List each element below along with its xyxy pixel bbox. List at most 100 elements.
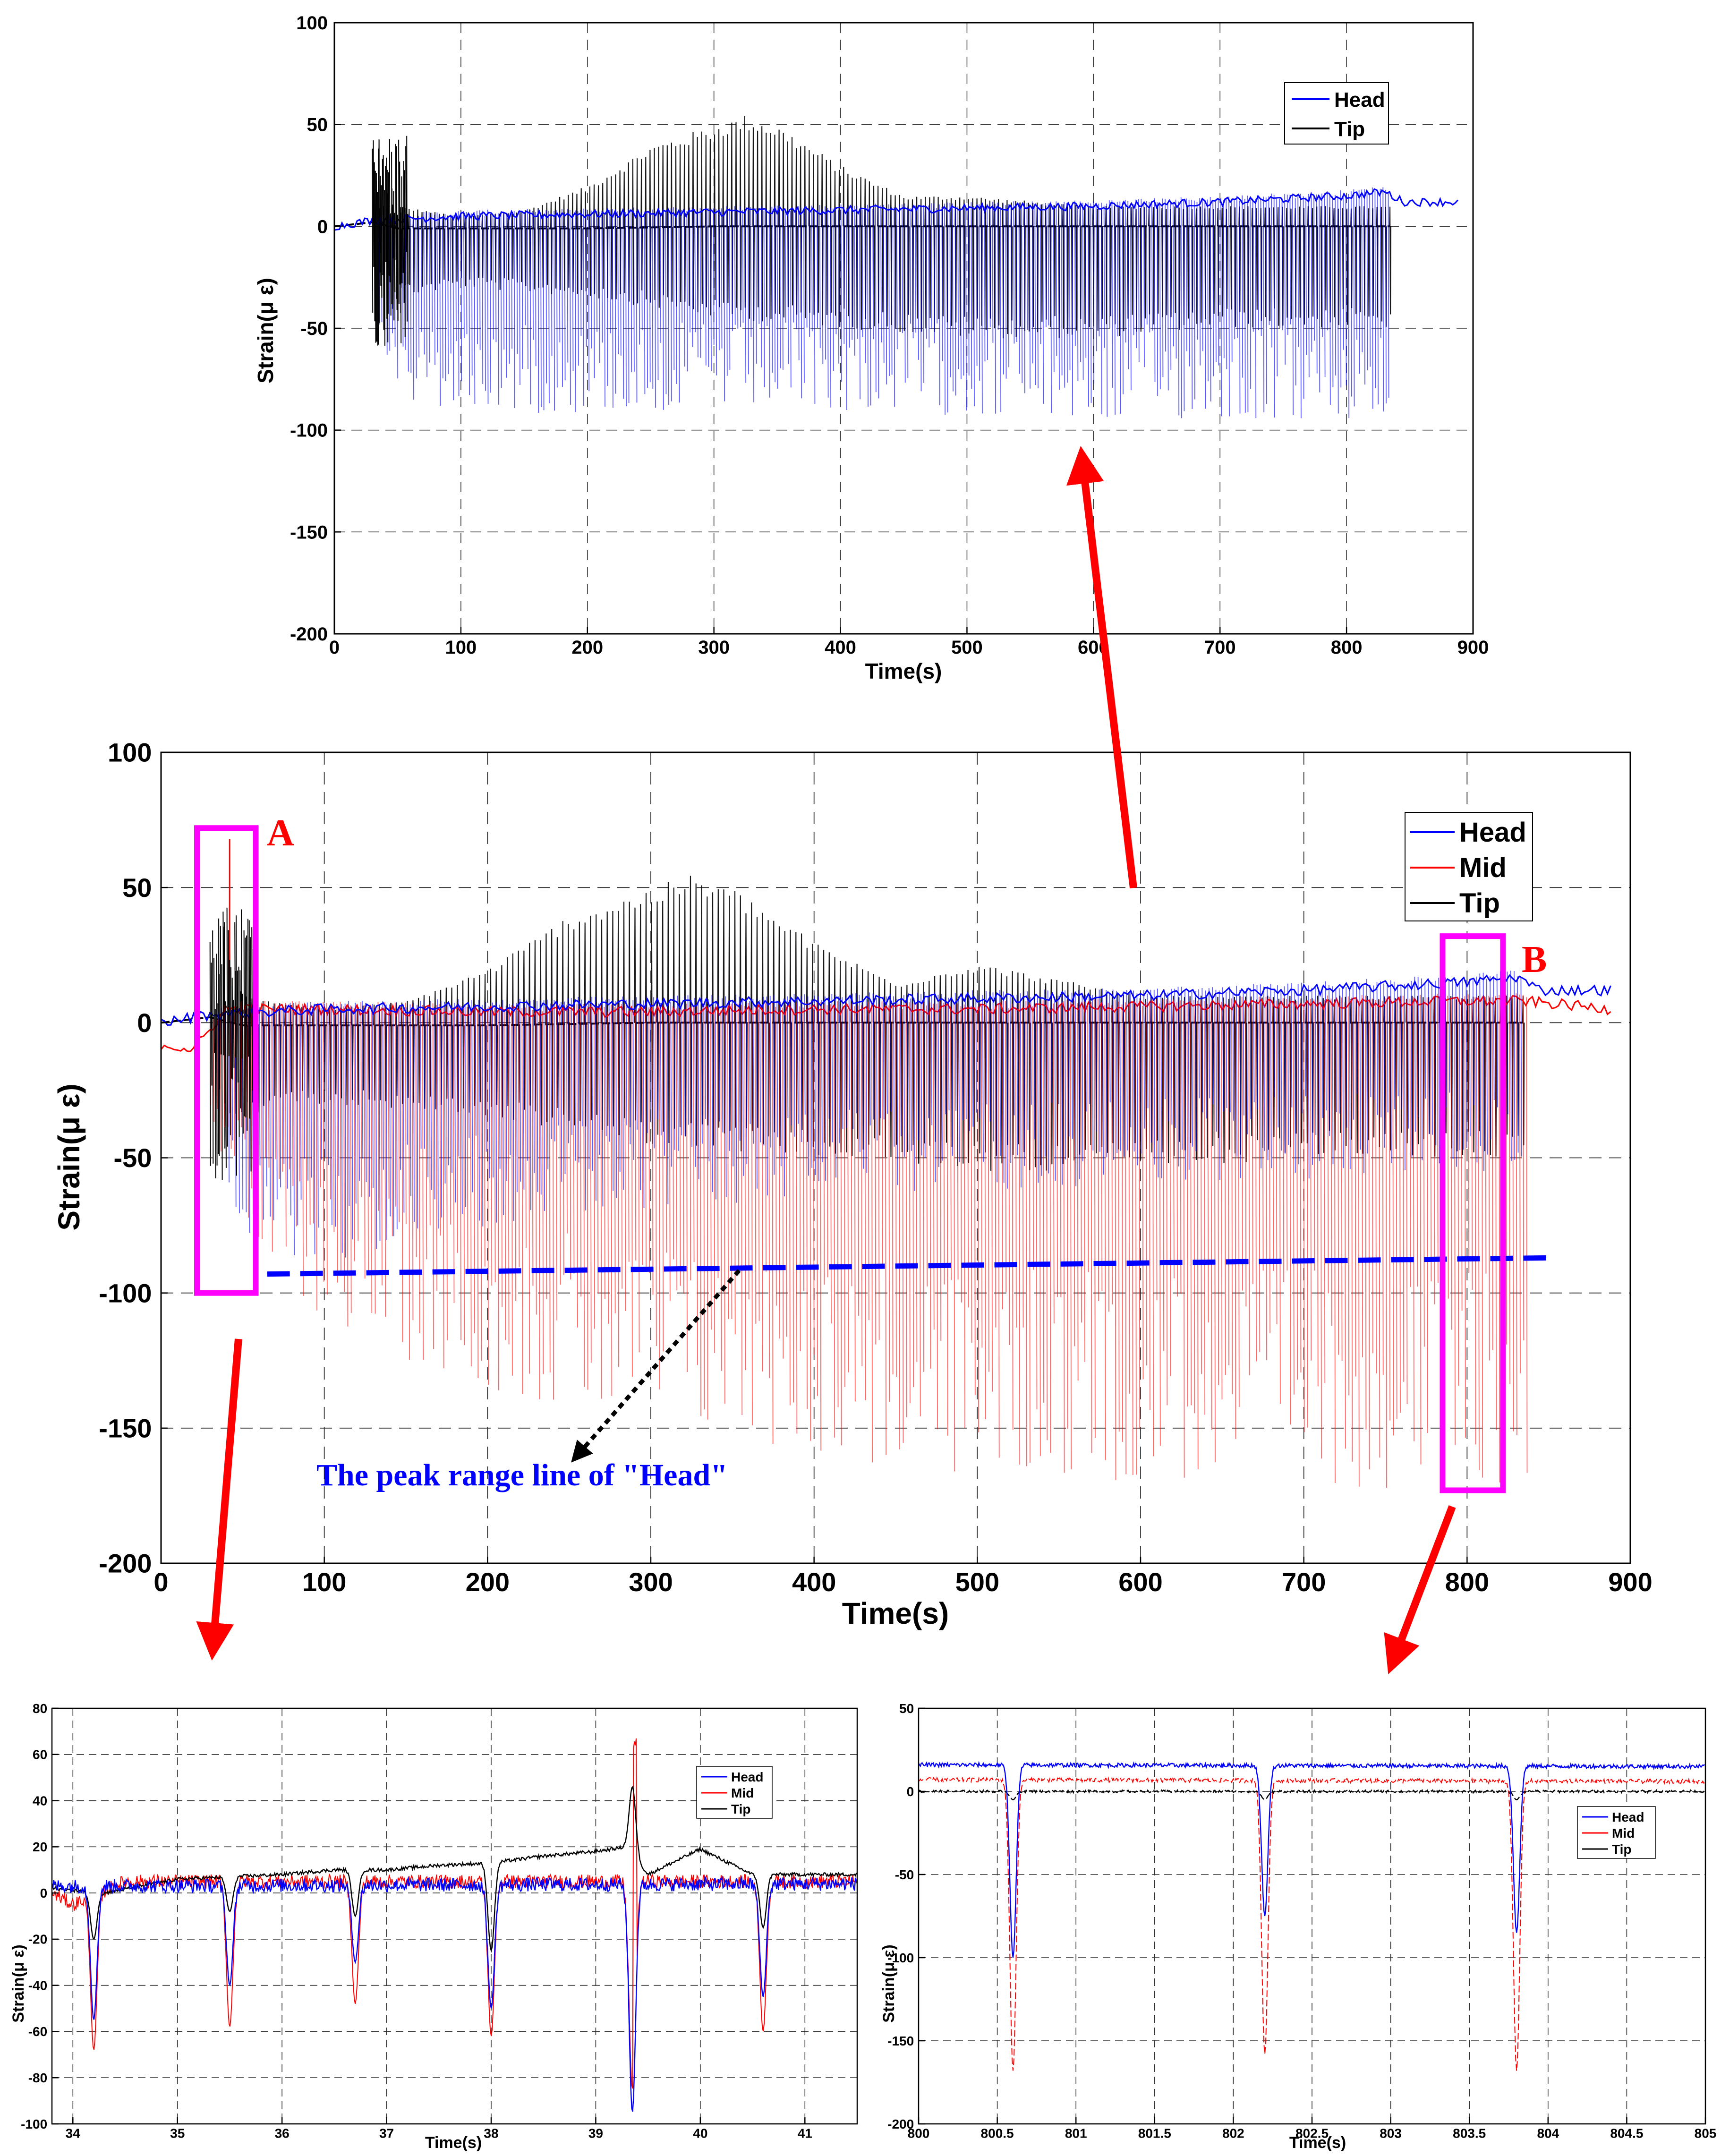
zoom-a-chart-ytick-label: -60 [28, 2024, 47, 2039]
zoom-b-chart-xtick-label: 803.5 [1453, 2126, 1486, 2140]
main-chart-mid-baseline [160, 995, 1611, 1052]
zoom-b-chart-ytick-label: -100 [887, 1951, 914, 1965]
zoom-b-chart-ytick-label: -50 [895, 1867, 914, 1882]
main-chart-xtick-label: 800 [1445, 1567, 1489, 1597]
zoom-b-chart-mid-line [918, 1776, 1705, 2071]
zoom-a-chart-legend-head: Head [731, 1770, 763, 1784]
zoom-a-chart-head-line [51, 1875, 858, 2112]
zoom-a-chart-xlabel: Time(s) [425, 2134, 482, 2152]
top-chart: 0 100 200 300 400 500 600 700 800 900-200-150-100… [253, 13, 1489, 683]
zoom-a-chart-xtick-label: 40 [693, 2126, 707, 2140]
zoom-a-chart-xtick-label: 39 [588, 2126, 603, 2140]
zoom-a-chart-xtick-label: 38 [484, 2126, 498, 2140]
zoom-a-chart: 34 35 36 37 38 39 40 41 -100 -80 -60 -40 -20 0 20 40 60 8… [9, 1701, 858, 2152]
top-chart-ylabel: Strain(μ ε) [253, 278, 278, 383]
top-chart-legend-box [1284, 82, 1389, 145]
main-chart-ytick-label: 0 [137, 1008, 152, 1038]
main-chart-early-transient [209, 907, 257, 1180]
zoom-b-chart-xtick-label: 805 [1695, 2126, 1717, 2140]
top-chart-series [334, 116, 1458, 418]
main-chart-overlay [194, 825, 1549, 1493]
zoom-b-chart-xtick-label: 800.5 [981, 2126, 1014, 2140]
zoom-b-chart-legend-head: Head [1612, 1810, 1644, 1824]
main-chart-xtick-label: 600 [1118, 1567, 1162, 1597]
main-chart-ytick-label: -100 [99, 1278, 152, 1308]
arrow-to-zoom-b [1384, 1505, 1456, 1674]
zoom-b-chart-xtick-label: 804 [1537, 2126, 1559, 2140]
top-chart-ytick-label: -150 [290, 522, 328, 543]
zoom-b-chart: 800 800.5 801 801.5 802 802.5 803 803.5 804 804.5… [880, 1701, 1716, 2152]
zoom-a-chart-frame [51, 1707, 858, 2125]
zoom-a-chart-ytick-label: 0 [40, 1886, 48, 1900]
top-chart-head-baseline [334, 188, 1458, 231]
zoom-b-chart-legend: Head Mid Tip [1577, 1806, 1656, 1859]
main-chart-ytick-label: 50 [122, 873, 152, 903]
zoom-a-chart-xtick-label: 34 [66, 2126, 81, 2140]
main-chart-xtick-label: 700 [1282, 1567, 1326, 1597]
top-chart-xtick-label: 300 [698, 637, 730, 658]
zoom-b-chart-tip-line [918, 1789, 1705, 1800]
main-chart-xtick-label: 200 [466, 1567, 510, 1597]
main-chart-series [160, 839, 1611, 1488]
peak-range-line [267, 1255, 1549, 1277]
zoom-a-chart-xtick-label: 35 [170, 2126, 185, 2140]
zoom-a-chart-xtick-label: 41 [798, 2126, 812, 2140]
top-chart-xtick-label: 0 [329, 637, 340, 658]
main-chart-ticks: 0 100 200 300 400 500 600 700 800 900-200-150-100… [99, 738, 1652, 1597]
zoom-a-chart-legend-tip: Tip [731, 1802, 750, 1816]
main-chart-ytick-label: -50 [113, 1143, 152, 1173]
top-chart-xtick-label: 400 [825, 637, 856, 658]
main-chart-legend: Head Mid Tip [1405, 812, 1533, 921]
zoom-b-chart-head-line [918, 1761, 1705, 1958]
zoom-a-chart-ytick-label: -20 [28, 1932, 47, 1947]
zoom-a-chart-ytick-label: 80 [33, 1701, 47, 1716]
zoom-b-chart-xtick-label: 804.5 [1610, 2126, 1643, 2140]
top-chart-xtick-label: 200 [571, 637, 603, 658]
zoom-a-chart-series [51, 1738, 858, 2112]
zoom-a-chart-ytick-label: 20 [33, 1840, 47, 1854]
zoom-b-chart-legend-mid: Mid [1612, 1826, 1635, 1841]
top-chart-ytick-label: 100 [296, 13, 328, 34]
zoom-a-chart-ytick-label: 60 [33, 1747, 47, 1762]
zoom-a-chart-ytick-label: -40 [28, 1978, 47, 1993]
main-chart-ytick-label: -150 [99, 1413, 152, 1443]
zoom-b-chart-legend-tip: Tip [1612, 1842, 1631, 1857]
top-chart-head-spikes [378, 187, 1389, 418]
main-chart-ytick-label: 100 [108, 738, 152, 767]
main-chart-xtick-label: 100 [302, 1567, 346, 1597]
zoom-b-chart-ytick-label: 0 [907, 1784, 914, 1799]
zoom-a-chart-legend-mid: Mid [731, 1786, 754, 1800]
zoom-a-chart-ticks: 34 35 36 37 38 39 40 41 -100 -80 -60 -40 -20 0 20 40 60 8… [21, 1701, 812, 2141]
zoom-b-chart-ytick-label: -150 [887, 2034, 914, 2048]
zoom-b-chart-xlabel: Time(s) [1289, 2134, 1346, 2152]
zoom-b-chart-xtick-label: 802 [1222, 2126, 1244, 2140]
main-chart: 0 100 200 300 400 500 600 700 800 900-200-150-100… [52, 738, 1653, 1630]
zoom-b-chart-ylabel: Strain(μ ε) [880, 1944, 898, 2022]
zoom-b-chart-xtick-label: 802.5 [1295, 2126, 1329, 2140]
main-chart-head-spikes [218, 971, 1522, 1258]
main-chart-xtick-label: 900 [1608, 1567, 1652, 1597]
main-chart-xtick-label: 0 [153, 1567, 168, 1597]
zoom-a-chart-ytick-label: -100 [21, 2117, 47, 2131]
zoom-a-chart-tip-line [51, 1786, 858, 1953]
arrow-to-zoom-a [196, 1338, 242, 1661]
top-chart-ytick-label: -50 [300, 318, 328, 339]
top-chart-xtick-label: 500 [951, 637, 983, 658]
zoom-a-chart-xtick-label: 36 [275, 2126, 290, 2140]
zoom-a-chart-ytick-label: -80 [28, 2071, 47, 2085]
top-chart-legend-tip: Tip [1334, 118, 1365, 141]
zoom-b-chart-grid [919, 1708, 1705, 2124]
main-chart-legend-mid: Mid [1459, 852, 1507, 883]
main-chart-xlabel: Time(s) [842, 1596, 949, 1630]
annotation-B: B [1522, 939, 1547, 980]
zoom-b-chart-xtick-label: 801 [1065, 2126, 1087, 2140]
zoom-b-chart-ticks: 800 800.5 801 801.5 802 802.5 803 803.5 804 804.5… [887, 1701, 1716, 2141]
top-chart-xtick-label: 700 [1204, 637, 1236, 658]
main-chart-ylabel: Strain(μ ε) [52, 1083, 86, 1230]
top-chart-xlabel: Time(s) [865, 659, 942, 683]
zoom-b-chart-ytick-label: -200 [887, 2117, 914, 2131]
main-chart-legend-head: Head [1459, 817, 1526, 848]
top-chart-ytick-label: 0 [317, 216, 328, 237]
zoom-a-chart-ytick-label: 40 [33, 1793, 47, 1808]
main-chart-xtick-label: 500 [955, 1567, 999, 1597]
